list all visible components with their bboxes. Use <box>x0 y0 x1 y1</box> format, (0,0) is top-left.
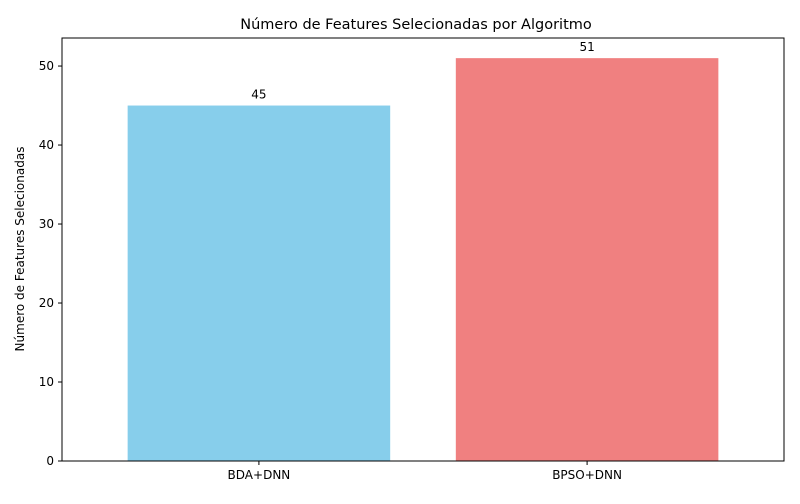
y-tick-label: 30 <box>39 217 54 231</box>
bar-bpso-dnn <box>455 58 719 461</box>
y-tick-label: 40 <box>39 138 54 152</box>
y-axis-label: Número de Features Selecionadas <box>13 147 27 352</box>
data-label: 45 <box>251 88 266 102</box>
y-tick-label: 0 <box>46 454 54 468</box>
plot-frame <box>61 37 785 462</box>
y-tick-label: 20 <box>39 296 54 310</box>
axes-layer: BDA+DNN BPSO+DNN 0 10 20 30 40 50 <box>39 37 785 482</box>
x-tick-label: BPSO+DNN <box>552 468 622 482</box>
chart-title: Número de Features Selecionadas por Algo… <box>240 17 592 33</box>
bars-layer: 45 51 <box>127 40 719 461</box>
bar-bda-dnn <box>127 105 391 461</box>
data-label: 51 <box>579 40 594 54</box>
y-tick-label: 10 <box>39 375 54 389</box>
x-tick-label: BDA+DNN <box>228 468 291 482</box>
y-tick-label: 50 <box>39 59 54 73</box>
